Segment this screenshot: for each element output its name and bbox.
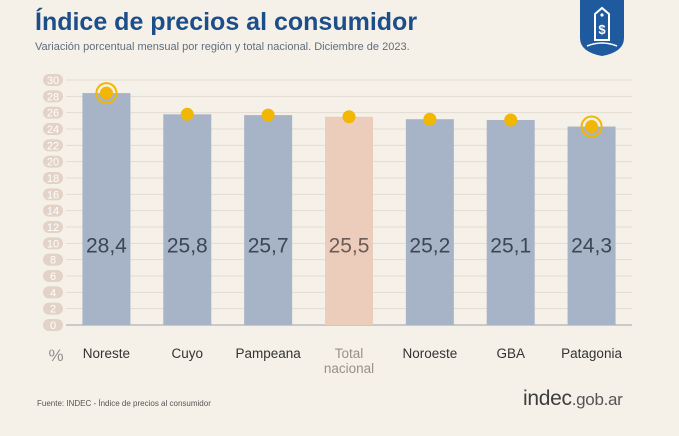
data-label: 28,4 [86,234,127,257]
y-tick-pill [43,253,63,266]
y-tick-pill [43,270,63,282]
y-tick-pill [43,106,63,119]
y-tick-label: 30 [47,75,59,87]
y-tick-pill [43,286,63,299]
y-tick-label: 0 [50,320,56,332]
data-label: 25,2 [409,234,450,257]
bar [567,126,616,325]
y-tick-pill [43,90,63,103]
y-tick-pill [43,319,63,331]
y-tick-pill [43,237,63,250]
marker-dot [585,120,599,134]
data-label: 25,7 [248,234,289,257]
source-note: Fuente: INDEC - Índice de precios al con… [37,399,211,408]
x-tick-label: Noreste [83,346,130,361]
y-tick-label: 20 [47,157,59,169]
y-tick-label: 4 [50,287,56,299]
y-tick-pill [43,188,63,201]
marker-ring [580,115,603,138]
x-tick-label: Patagonia [561,346,622,361]
y-tick-label: 6 [50,271,56,283]
bar [405,119,454,325]
bar [486,120,535,326]
data-label: 24,3 [571,234,612,257]
x-tick-label: Noroeste [402,346,457,361]
x-tick-label: Cuyo [172,346,204,361]
y-tick-pill [43,221,63,233]
marker-dot [261,108,275,122]
page-title: Índice de precios al consumidor [35,8,418,36]
marker-dot [504,113,518,127]
bar [163,114,212,325]
y-tick-label: 18 [47,173,59,185]
bar [325,116,373,325]
y-tick-label: 28 [47,91,59,103]
y-tick-pill [43,302,63,315]
y-tick-label: 24 [47,124,59,136]
y-tick-label: 8 [50,255,56,267]
marker-dot [423,112,437,126]
marker-dot [180,107,194,121]
marker-ring [95,82,118,105]
x-tick-label: Pampeana [235,346,301,361]
y-tick-pill [43,172,63,184]
y-tick-pill [43,123,63,135]
x-tick-label: GBA [496,346,525,361]
logo-domain: .gob.ar [571,390,623,409]
data-label: 25,5 [329,234,370,257]
bar [244,115,293,325]
x-tick-label: nacional [324,361,374,376]
x-tick-label: Total [335,346,364,361]
y-tick-pill [43,204,63,217]
y-tick-pill [43,74,63,86]
svg-text:$: $ [598,22,606,37]
y-tick-label: 10 [47,238,59,250]
marker-dot [342,110,356,124]
logo-main: indec [523,387,572,410]
page-subtitle: Variación porcentual mensual por región … [35,41,410,53]
bar [82,93,131,325]
indec-logo: indec.gob.ar [523,387,623,411]
y-tick-label: 12 [47,222,59,234]
y-tick-label: 14 [47,206,59,218]
y-tick-label: 26 [47,108,59,120]
y-tick-pill [43,155,63,168]
data-label: 25,1 [490,234,531,257]
y-axis-unit: % [48,346,63,365]
data-label: 25,8 [167,234,208,257]
y-tick-label: 2 [50,304,56,316]
y-tick-pill [43,139,63,152]
marker-dot [99,86,113,100]
y-tick-label: 16 [47,189,59,201]
price-tag-dollar-icon: $ [580,0,624,56]
y-tick-label: 22 [47,140,59,152]
